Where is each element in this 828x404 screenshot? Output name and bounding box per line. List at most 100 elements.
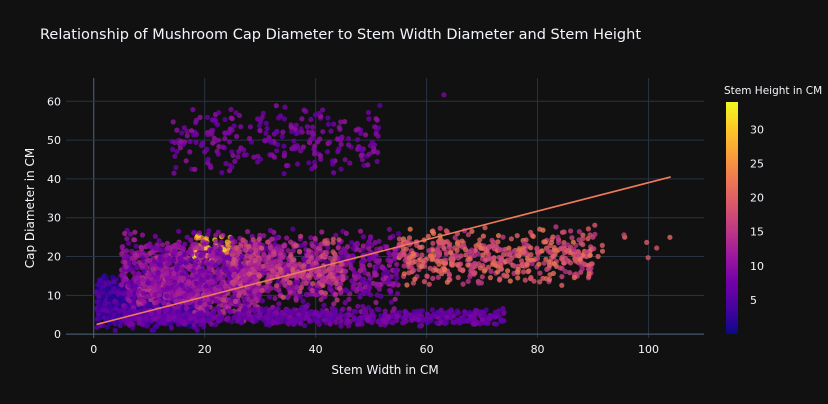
data-point (468, 265, 474, 271)
data-point (122, 304, 128, 310)
data-point (271, 154, 277, 160)
data-point (338, 250, 344, 256)
data-point (585, 226, 592, 232)
data-point (127, 308, 133, 314)
data-point (187, 149, 193, 155)
data-point (311, 151, 318, 157)
data-point (331, 170, 337, 176)
data-point (171, 270, 177, 277)
data-point (164, 285, 170, 291)
data-point (401, 271, 407, 277)
data-point (255, 116, 261, 122)
data-point (263, 130, 269, 136)
data-point (263, 321, 269, 328)
data-point (425, 233, 431, 239)
data-point (565, 242, 571, 248)
data-point (377, 102, 383, 109)
data-point (164, 293, 170, 299)
data-point (267, 227, 274, 234)
data-point (480, 233, 486, 239)
data-point (374, 281, 380, 287)
data-point (136, 259, 142, 265)
data-point (592, 231, 598, 237)
data-point (334, 297, 340, 303)
data-point (544, 266, 550, 272)
data-point (172, 139, 178, 146)
data-point (332, 306, 338, 312)
data-point (143, 314, 149, 320)
data-point (103, 308, 109, 314)
data-point (551, 247, 557, 253)
data-point (424, 319, 430, 325)
data-point (226, 130, 232, 136)
data-point (156, 309, 162, 315)
data-point (222, 283, 228, 289)
data-point (208, 320, 214, 326)
data-point (579, 266, 585, 272)
data-point (530, 233, 536, 239)
data-point (204, 146, 210, 152)
data-point (191, 132, 197, 138)
data-point (292, 261, 298, 267)
data-point (226, 168, 232, 174)
data-point (570, 239, 576, 245)
y-tick-label: 30 (47, 212, 61, 225)
data-point (338, 166, 344, 172)
data-point (370, 253, 376, 259)
data-point (133, 252, 140, 258)
data-point (205, 274, 211, 280)
data-point (229, 319, 235, 325)
data-point (319, 229, 325, 235)
data-point (213, 298, 219, 304)
x-tick-label: 0 (90, 343, 97, 356)
data-point (140, 290, 146, 296)
data-point (289, 128, 295, 134)
data-point (225, 242, 231, 248)
data-point (265, 239, 271, 245)
data-point (159, 242, 166, 248)
data-point (261, 233, 267, 239)
data-point (153, 316, 160, 322)
data-point (269, 236, 275, 242)
data-point (299, 116, 305, 122)
data-point (303, 314, 309, 320)
data-point (246, 312, 253, 318)
data-point (247, 124, 253, 130)
data-point (582, 261, 588, 267)
data-point (442, 266, 448, 272)
data-point (326, 314, 332, 320)
data-point (132, 274, 138, 280)
data-point (393, 267, 399, 273)
data-point (157, 247, 164, 253)
data-point (338, 141, 344, 147)
data-point (456, 310, 462, 316)
data-point (580, 232, 586, 238)
data-point (537, 279, 543, 285)
data-point (275, 142, 281, 148)
data-point (477, 265, 484, 271)
data-point (310, 281, 316, 287)
data-point (488, 268, 494, 274)
data-point (191, 245, 197, 251)
data-point (191, 268, 197, 274)
data-point (172, 153, 178, 159)
data-point (177, 256, 183, 262)
data-point (180, 246, 187, 252)
data-point (291, 307, 297, 313)
data-point (416, 317, 422, 323)
data-point (520, 269, 527, 275)
data-point (133, 243, 139, 249)
data-point (385, 257, 391, 263)
data-point (482, 225, 488, 231)
data-point (259, 287, 265, 294)
data-point (209, 260, 215, 266)
data-point (346, 296, 352, 302)
data-point (240, 288, 246, 294)
data-point (292, 317, 298, 323)
data-point (350, 253, 356, 259)
data-point (133, 264, 139, 271)
data-point (184, 128, 190, 134)
data-point (189, 272, 196, 278)
data-point (343, 251, 349, 257)
data-point (320, 282, 326, 288)
